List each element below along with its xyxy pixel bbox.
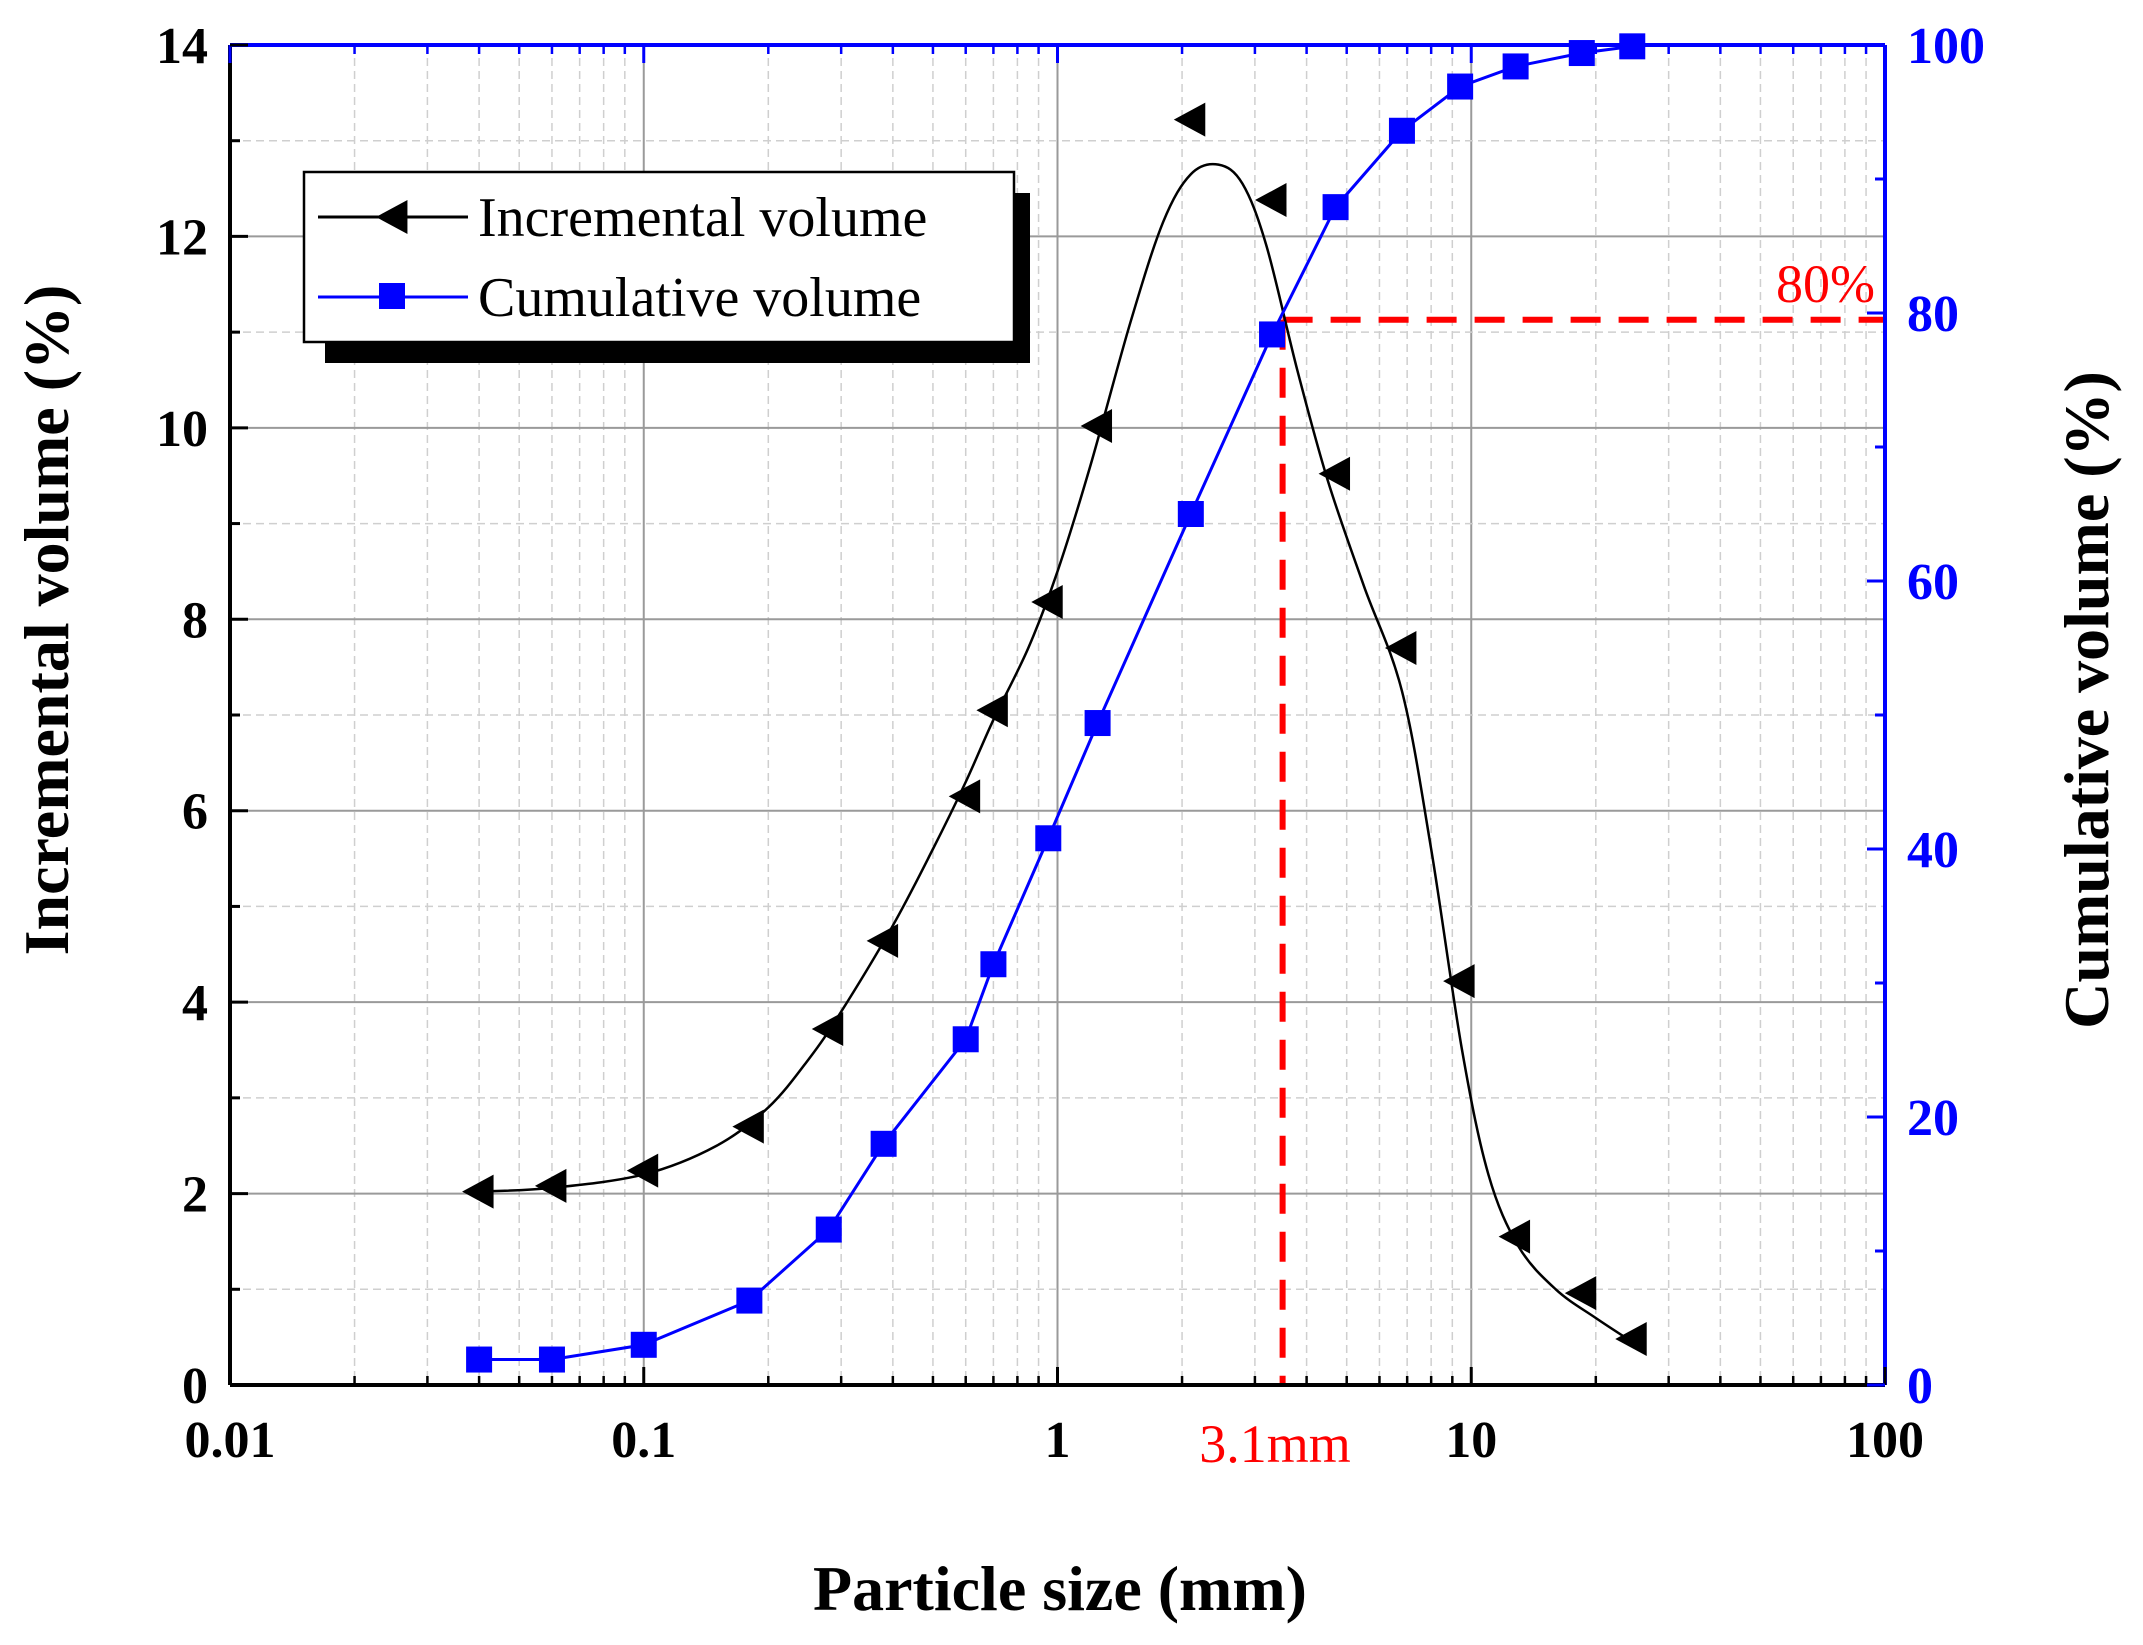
incremental-volume-point [1384, 631, 1417, 665]
x-tick-label: 10 [1445, 1412, 1497, 1469]
legend-label-incremental: Incremental volume [478, 187, 927, 249]
x-axis-title: Particle size (mm) [813, 1553, 1307, 1624]
cumulative-volume-point [1322, 194, 1349, 221]
annotation-80-label: 80% [1776, 254, 1875, 314]
annotation-layer [1279, 316, 1885, 1385]
incremental-volume-point [732, 1109, 764, 1144]
cumulative-volume-point [630, 1331, 657, 1358]
incremental-volume-point [1080, 408, 1113, 443]
y-left-tick-label: 4 [182, 975, 208, 1032]
incremental-volume-point [866, 923, 899, 958]
y-right-tick-label: 100 [1907, 18, 1985, 75]
y-right-tick-label: 40 [1907, 822, 1959, 879]
incremental-volume-point [1498, 1219, 1531, 1254]
incremental-volume-point [1443, 964, 1475, 999]
incremental-volume-point [948, 779, 981, 814]
cumulative-volume-point [466, 1346, 493, 1373]
legend-marker-incremental [376, 200, 408, 234]
x-tick-label: 100 [1846, 1412, 1924, 1469]
legend-label-cumulative: Cumulative volume [478, 267, 921, 329]
cumulative-volume-point [1259, 321, 1286, 348]
cumulative-volume-point [952, 1026, 979, 1053]
y-left-tick-label: 8 [182, 592, 208, 649]
incremental-volume-point [1255, 183, 1287, 218]
incremental-volume-point [1318, 456, 1351, 491]
incremental-volume-curve [479, 162, 1633, 1343]
y-axis-left-title: Incremental volume (%) [11, 285, 82, 956]
incremental-volume-point [462, 1174, 494, 1209]
incremental-volume-point [1031, 585, 1063, 620]
legend: Incremental volume Cumulative volume [302, 170, 1030, 363]
cumulative-volume-point [1177, 501, 1204, 527]
y-left-tick-label: 10 [156, 401, 208, 458]
cumulative-volume-point [1388, 117, 1415, 144]
incremental-volume-point [976, 693, 1008, 728]
y-right-tick-label: 0 [1907, 1358, 1933, 1415]
y-left-tick-label: 2 [182, 1167, 208, 1224]
x-tick-label: 1 [1045, 1412, 1071, 1469]
incremental-volume-point [626, 1153, 659, 1188]
x-tick-label: 0.1 [611, 1412, 676, 1469]
incremental-volume-point [534, 1168, 567, 1203]
incremental-volume-point [811, 1011, 844, 1046]
y-right-tick-label: 20 [1907, 1090, 1959, 1147]
y-axis-right-title: Cumulative volume (%) [2051, 371, 2122, 1029]
incremental-volume-point [1615, 1322, 1647, 1357]
legend-marker-cumulative [379, 283, 405, 309]
x-tick-label: 0.01 [185, 1412, 276, 1469]
cumulative-volume-point [980, 951, 1007, 978]
cumulative-volume-point [538, 1346, 565, 1373]
cumulative-volume-point [870, 1130, 897, 1157]
y-left-tick-label: 6 [182, 784, 208, 841]
legend-box [302, 170, 1016, 344]
annotation-3.1mm-label: 3.1mm [1199, 1414, 1351, 1474]
cumulative-volume-point [1035, 825, 1062, 852]
cumulative-volume-point [1447, 73, 1474, 100]
y-right-tick-label: 60 [1907, 554, 1959, 611]
y-left-tick-label: 14 [156, 18, 208, 75]
series-layer [462, 33, 1647, 1373]
y-left-tick-label: 12 [156, 209, 208, 266]
incremental-volume-point [1173, 102, 1206, 137]
cumulative-volume-point [815, 1216, 842, 1243]
cumulative-volume-point [1084, 710, 1111, 737]
cumulative-volume-point [736, 1287, 763, 1314]
incremental-volume-point [1564, 1276, 1597, 1311]
y-left-tick-label: 0 [182, 1358, 208, 1415]
y-right-tick-label: 80 [1907, 286, 1959, 343]
cumulative-volume-point [1502, 53, 1529, 80]
